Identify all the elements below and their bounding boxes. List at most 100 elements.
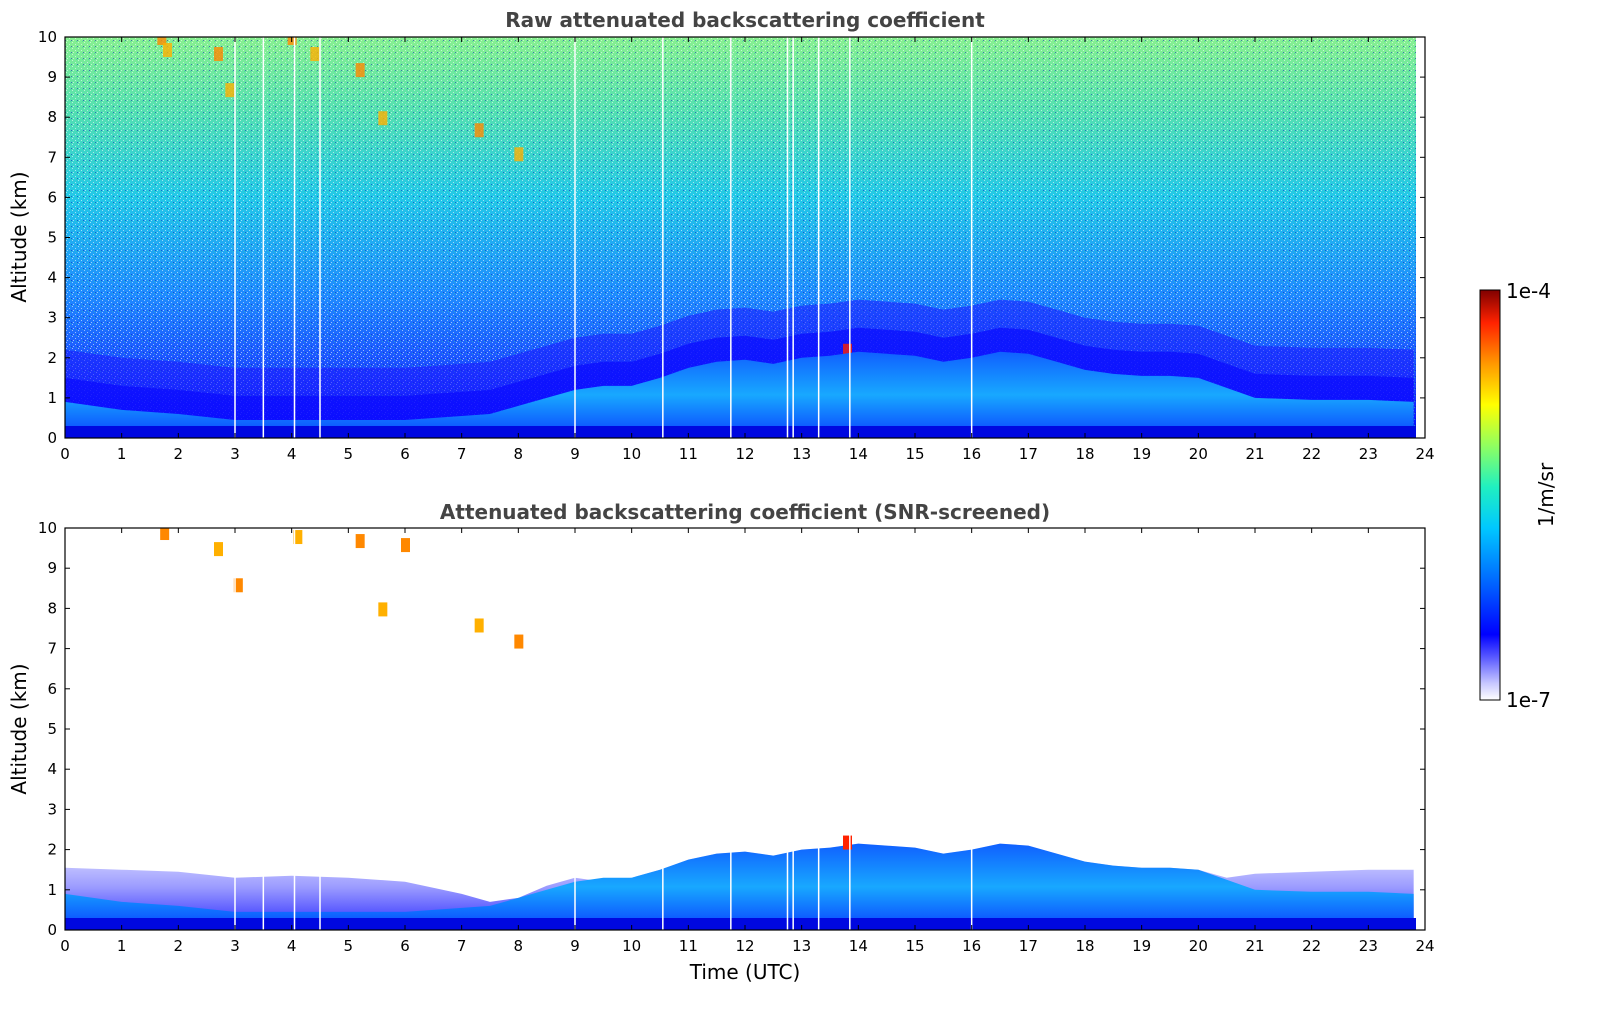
raw-x-axis: 0 1 2 3 4 5 6 7 8 9 10 11 12 13 14 15 16 17 18 19 20 21 22 23 24 [60, 37, 1435, 463]
cirrus-mark [843, 835, 852, 850]
cirrus-mark [157, 37, 167, 45]
cirrus-mark [378, 602, 388, 617]
x-tick-label: 21 [1245, 445, 1264, 463]
y-tick-label: 6 [47, 680, 57, 698]
x-tick-label: 10 [622, 445, 641, 463]
x-tick-label: 9 [570, 937, 580, 955]
y-tick-label: 10 [38, 28, 57, 46]
cirrus-mark [160, 528, 170, 541]
y-tick-label: 1 [47, 881, 57, 899]
cirrus-mark [214, 542, 223, 557]
x-tick-label: 18 [1075, 937, 1094, 955]
x-tick-label: 24 [1415, 445, 1434, 463]
raw-backscatter-panel: Raw attenuated backscattering coefficien… [7, 8, 1435, 463]
x-tick-label: 2 [174, 937, 184, 955]
screened-x-axis: 0 1 2 3 4 5 6 7 8 9 10 11 12 13 14 15 16 17 18 19 20 21 22 23 24 [60, 528, 1435, 955]
cirrus-mark [355, 63, 365, 78]
y-tick-label: 8 [47, 599, 57, 617]
cirrus-mark [310, 47, 320, 62]
screened-boundary-layer [65, 843, 1414, 930]
x-tick-label: 17 [1019, 445, 1038, 463]
x-tick-label: 16 [962, 445, 981, 463]
x-tick-label: 24 [1415, 937, 1434, 955]
panel-1-ylabel: Altitude (km) [7, 171, 31, 302]
screened-y-axis: 0 1 2 3 4 5 6 7 8 9 10 [38, 519, 1425, 939]
y-tick-label: 7 [47, 640, 57, 658]
x-tick-label: 4 [287, 445, 297, 463]
y-tick-label: 7 [47, 148, 57, 166]
screened-data-gaps [234, 528, 973, 930]
x-tick-label: 17 [1019, 937, 1038, 955]
x-axis-label: Time (UTC) [689, 960, 801, 984]
x-tick-label: 11 [679, 445, 698, 463]
x-tick-label: 1 [117, 445, 127, 463]
x-tick-label: 19 [1132, 445, 1151, 463]
colorbar-max-label: 1e-4 [1506, 279, 1551, 303]
y-tick-label: 1 [47, 389, 57, 407]
y-tick-label: 10 [38, 519, 57, 537]
x-tick-label: 15 [905, 937, 924, 955]
x-tick-label: 8 [514, 937, 524, 955]
y-tick-label: 5 [47, 229, 57, 247]
x-tick-label: 13 [792, 937, 811, 955]
x-tick-label: 20 [1189, 445, 1208, 463]
panel-2-title: Attenuated backscattering coefficient (S… [440, 500, 1050, 524]
cirrus-mark [233, 578, 243, 593]
cirrus-mark [474, 618, 484, 633]
y-tick-label: 5 [47, 720, 57, 738]
x-tick-label: 23 [1359, 445, 1378, 463]
raw-data-gaps [234, 37, 973, 438]
cirrus-mark [225, 83, 235, 98]
x-tick-label: 6 [400, 445, 410, 463]
x-tick-label: 7 [457, 937, 467, 955]
raw-surface-layer [65, 426, 1416, 438]
y-tick-label: 4 [47, 269, 57, 287]
x-tick-label: 10 [622, 937, 641, 955]
panel-2-ylabel: Altitude (km) [7, 663, 31, 794]
x-tick-label: 22 [1302, 445, 1321, 463]
y-tick-label: 0 [47, 921, 57, 939]
x-tick-label: 14 [849, 445, 868, 463]
cirrus-mark [355, 534, 365, 549]
cirrus-mark [514, 147, 524, 162]
x-tick-label: 4 [287, 937, 297, 955]
y-tick-label: 6 [47, 188, 57, 206]
x-tick-label: 14 [849, 937, 868, 955]
x-tick-label: 3 [230, 937, 240, 955]
y-tick-label: 2 [47, 841, 57, 859]
x-tick-label: 12 [735, 937, 754, 955]
x-tick-label: 20 [1189, 937, 1208, 955]
colorbar-unit-label: 1/m/sr [1534, 462, 1558, 527]
x-tick-label: 0 [60, 937, 70, 955]
cirrus-mark [378, 111, 388, 126]
x-tick-label: 5 [344, 445, 354, 463]
y-tick-label: 8 [47, 108, 57, 126]
x-tick-label: 16 [962, 937, 981, 955]
x-tick-label: 9 [570, 445, 580, 463]
y-tick-label: 0 [47, 429, 57, 447]
cirrus-mark [163, 43, 172, 58]
y-tick-label: 3 [47, 800, 57, 818]
x-tick-label: 18 [1075, 445, 1094, 463]
x-tick-label: 12 [735, 445, 754, 463]
y-tick-label: 2 [47, 349, 57, 367]
x-tick-label: 23 [1359, 937, 1378, 955]
raw-y-axis: 0 1 2 3 4 5 6 7 8 9 10 [38, 28, 1425, 447]
screened-backscatter-panel: Attenuated backscattering coefficient (S… [7, 500, 1435, 984]
x-tick-label: 8 [514, 445, 524, 463]
x-tick-label: 2 [174, 445, 184, 463]
x-tick-label: 5 [344, 937, 354, 955]
x-tick-label: 3 [230, 445, 240, 463]
x-tick-label: 0 [60, 445, 70, 463]
x-tick-label: 6 [400, 937, 410, 955]
screened-surface-layer [65, 918, 1416, 930]
x-tick-label: 13 [792, 445, 811, 463]
raw-boundary-layer [65, 351, 1414, 438]
cirrus-mark [401, 538, 410, 553]
cirrus-mark [843, 343, 852, 358]
y-tick-label: 9 [47, 559, 57, 577]
x-tick-label: 21 [1245, 937, 1264, 955]
cirrus-mark [474, 123, 484, 138]
y-tick-label: 9 [47, 68, 57, 86]
